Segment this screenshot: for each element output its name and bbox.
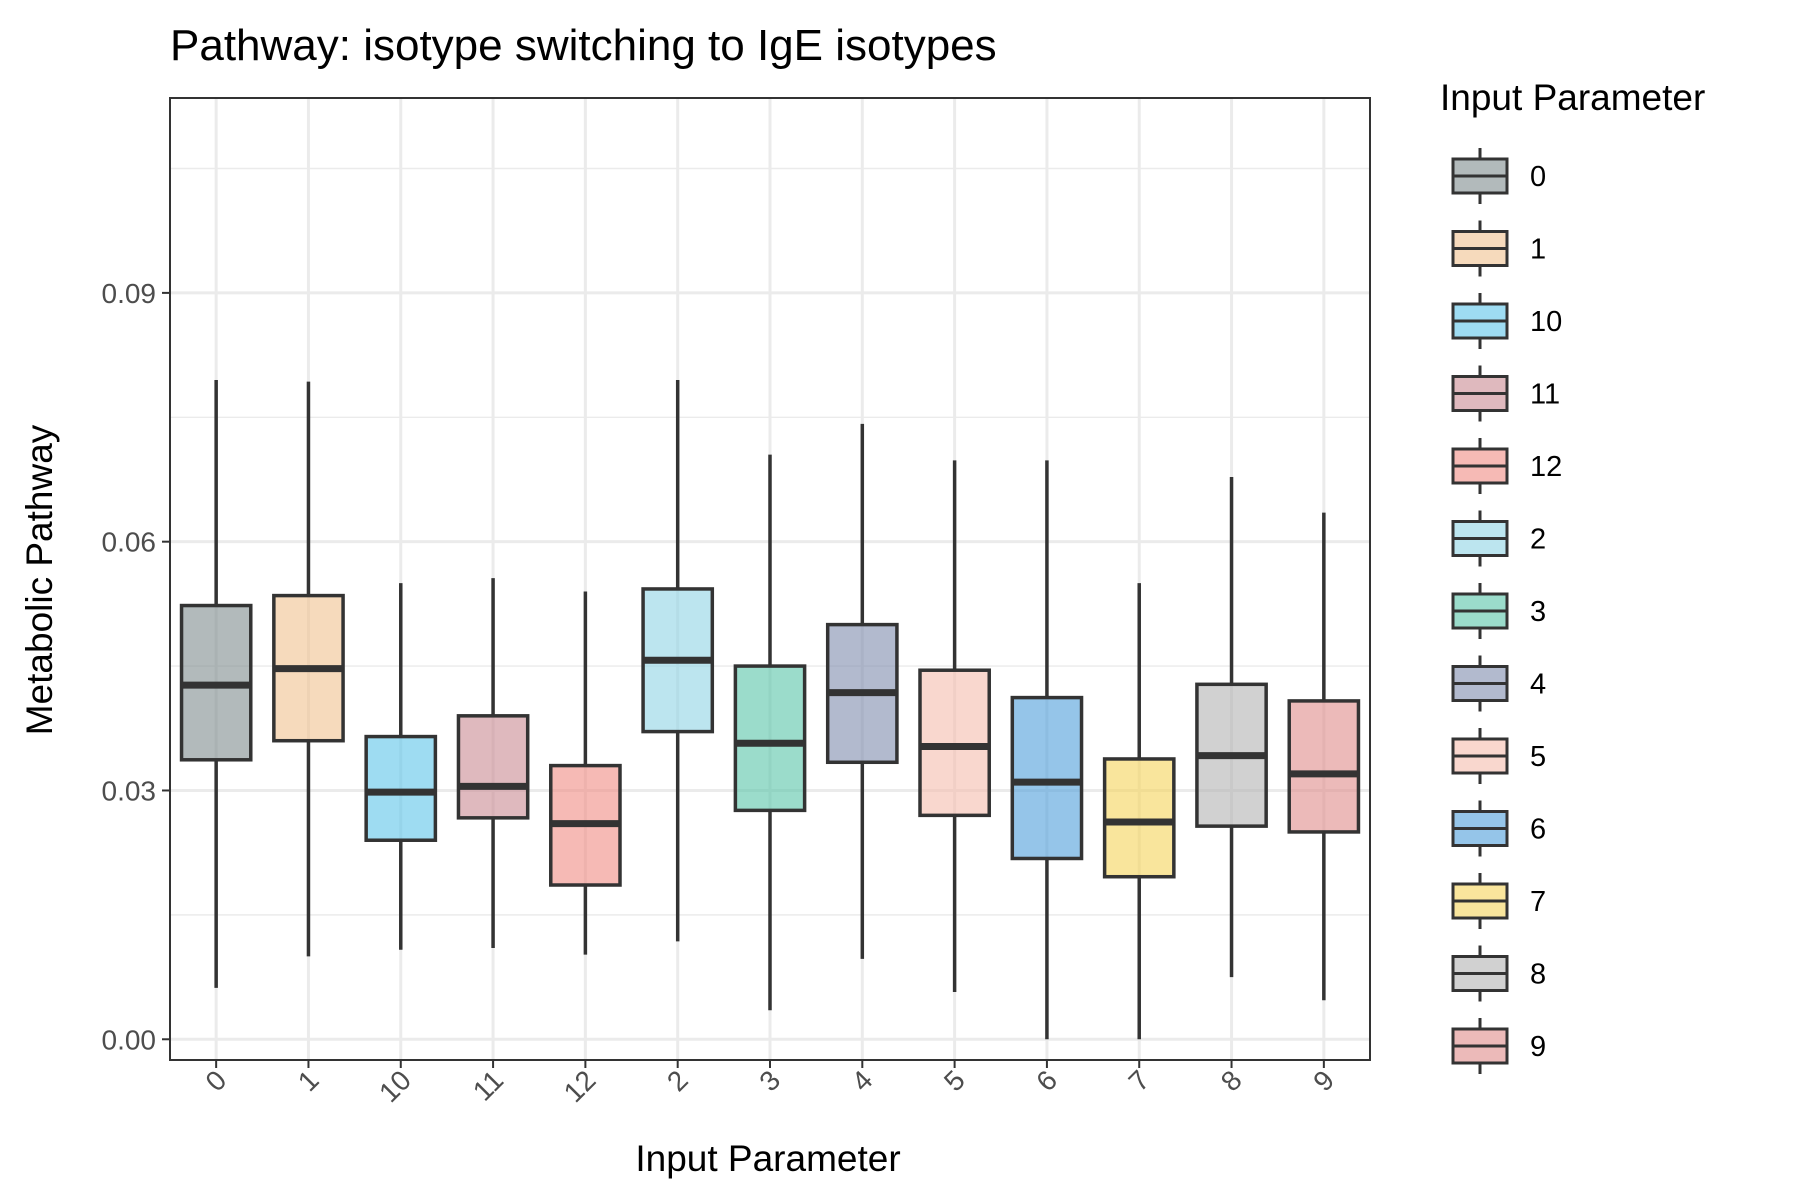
- y-tick-label: 0.09: [102, 278, 157, 309]
- box-body: [1010, 695, 1084, 861]
- legend-label: 5: [1530, 741, 1546, 773]
- x-tick-label: 8: [1215, 1064, 1248, 1097]
- box-12: [549, 591, 622, 955]
- box-11: [456, 578, 530, 949]
- legend-item-12: 12: [1451, 438, 1562, 494]
- legend-item-6: 6: [1451, 800, 1546, 857]
- box-body: [918, 668, 991, 818]
- legend-label: 9: [1530, 1031, 1546, 1063]
- legend-label: 1: [1530, 234, 1546, 266]
- x-tick-label: 2: [661, 1064, 694, 1097]
- box-10: [364, 583, 438, 950]
- box-1: [272, 381, 345, 957]
- legend-label: 12: [1530, 451, 1562, 483]
- legend-item-4: 4: [1451, 655, 1546, 712]
- legend-label: 3: [1530, 596, 1546, 628]
- x-axis-title: Input Parameter: [635, 1138, 900, 1179]
- legend-label: 0: [1530, 161, 1546, 193]
- box-6: [1010, 460, 1084, 1040]
- legend-item-10: 10: [1451, 293, 1562, 349]
- y-axis-title: Metabolic Pathway: [19, 424, 60, 735]
- legend-label: 10: [1530, 306, 1562, 338]
- x-tick-label: 11: [467, 1064, 509, 1106]
- x-tick-label: 3: [753, 1064, 786, 1097]
- box-body: [364, 734, 438, 842]
- legend-item-8: 8: [1451, 945, 1546, 1002]
- box-4: [825, 423, 899, 959]
- legend-item-0: 0: [1451, 148, 1546, 204]
- x-tick-label: 10: [373, 1064, 417, 1108]
- plot-layer: 0.00 0.03 0.06 0.09 0 1 10 11 12 2 3 4 5 6 7 8 9: [102, 97, 1371, 1108]
- legend-label: 8: [1530, 959, 1546, 991]
- legend-label: 6: [1530, 814, 1546, 846]
- legend-label: 4: [1530, 669, 1546, 701]
- box-2: [641, 379, 715, 942]
- legend-item-2: 2: [1451, 510, 1546, 567]
- legend-item-3: 3: [1451, 583, 1546, 639]
- x-tick-label: 1: [292, 1064, 325, 1097]
- y-tick-label: 0.03: [102, 775, 157, 806]
- legend-item-1: 1: [1451, 220, 1546, 277]
- legend-item-9: 9: [1451, 1018, 1546, 1074]
- legend-layer: 0 1 10 11 12 2 3 4 5 6 7 8 9: [1451, 148, 1562, 1074]
- x-tick-label: 5: [938, 1064, 971, 1097]
- chart-title: Pathway: isotype switching to IgE isotyp…: [170, 21, 997, 70]
- legend-item-7: 7: [1451, 873, 1546, 929]
- box-9: [1287, 512, 1361, 1001]
- box-body: [1102, 757, 1176, 879]
- box-7: [1102, 583, 1176, 1040]
- x-tick-label: 6: [1030, 1064, 1063, 1097]
- legend-label: 2: [1530, 524, 1546, 556]
- legend-item-5: 5: [1451, 728, 1546, 784]
- box-8: [1195, 476, 1268, 978]
- box-3: [733, 454, 807, 1011]
- box-5: [918, 460, 991, 992]
- y-tick-label: 0.00: [102, 1024, 157, 1055]
- x-tick-label: 4: [846, 1064, 879, 1097]
- x-tick-label: 12: [558, 1064, 602, 1108]
- legend-title: Input Parameter: [1440, 77, 1705, 118]
- x-tick-label: 7: [1123, 1064, 1156, 1097]
- legend-item-11: 11: [1451, 365, 1560, 422]
- legend-label: 11: [1530, 379, 1560, 411]
- box-body: [456, 714, 530, 820]
- y-tick-label: 0.06: [102, 527, 157, 558]
- x-tick-label: 0: [199, 1064, 232, 1097]
- box-body: [1287, 699, 1361, 834]
- box-body: [733, 664, 807, 813]
- legend-label: 7: [1530, 886, 1546, 918]
- box-0: [179, 379, 253, 988]
- x-tick-label: 9: [1307, 1064, 1340, 1097]
